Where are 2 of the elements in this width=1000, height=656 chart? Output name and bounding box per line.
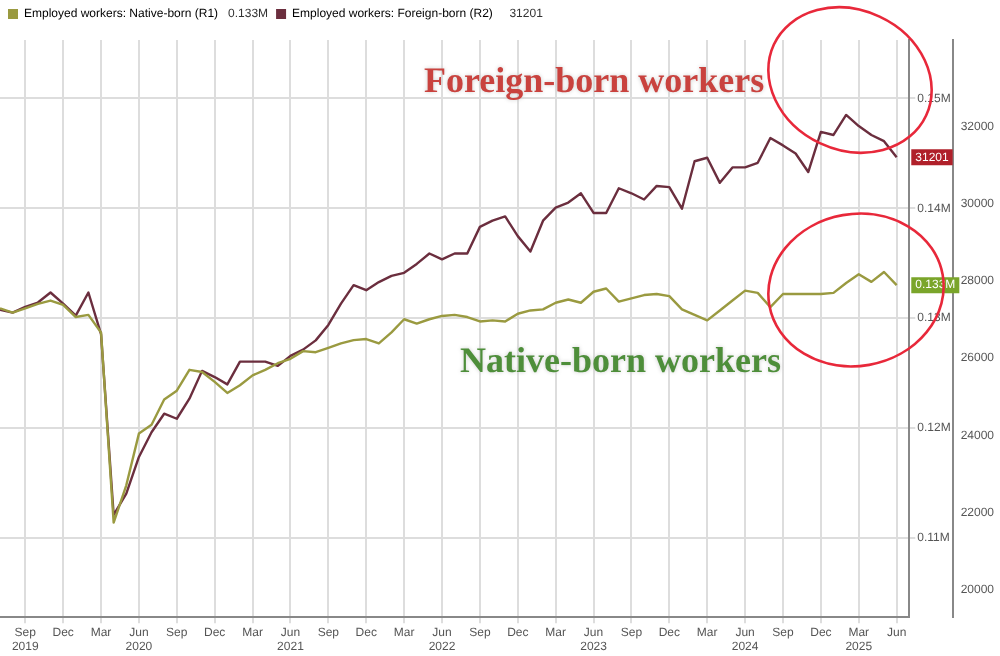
annotation: Foreign-born workers <box>424 60 765 102</box>
annotation: Native-born workers <box>460 340 781 382</box>
